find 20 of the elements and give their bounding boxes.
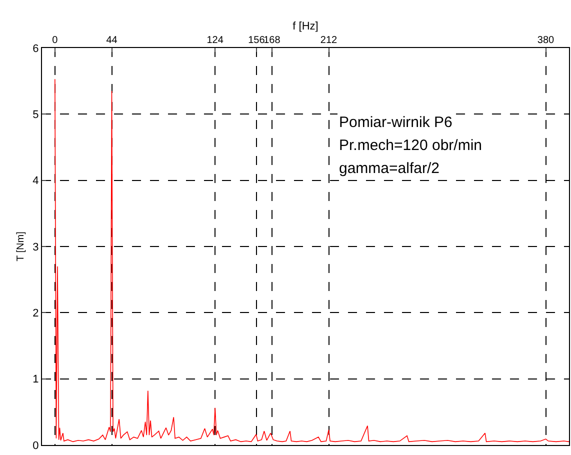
x-axis-title: f [Hz]: [292, 20, 318, 33]
x-tick-label: 380: [537, 35, 555, 46]
x-tick-label: 212: [320, 35, 338, 46]
x-tick-label: 124: [206, 35, 224, 46]
x-tick-label: 156: [248, 35, 266, 46]
y-axis-title: T [Nm]: [16, 231, 27, 262]
annotation: Pr.mech=120 obr/min: [339, 137, 482, 154]
x-tick-label: 168: [264, 35, 281, 46]
y-tick-label: 5: [32, 109, 39, 122]
y-tick-label: 1: [32, 374, 39, 386]
annotation: gamma=alfar/2: [339, 160, 440, 177]
x-tick-label: 0: [52, 35, 58, 46]
y-tick-label: 6: [32, 42, 39, 55]
y-tick-label: 2: [32, 308, 39, 320]
y-tick-label: 4: [32, 175, 39, 188]
x-tick-label: 44: [106, 35, 118, 46]
line-series: [54, 78, 569, 442]
annotation: Pomiar-wirnik P6: [339, 114, 452, 131]
y-tick-label: 3: [32, 241, 39, 254]
y-tick-label: 0: [32, 440, 39, 452]
